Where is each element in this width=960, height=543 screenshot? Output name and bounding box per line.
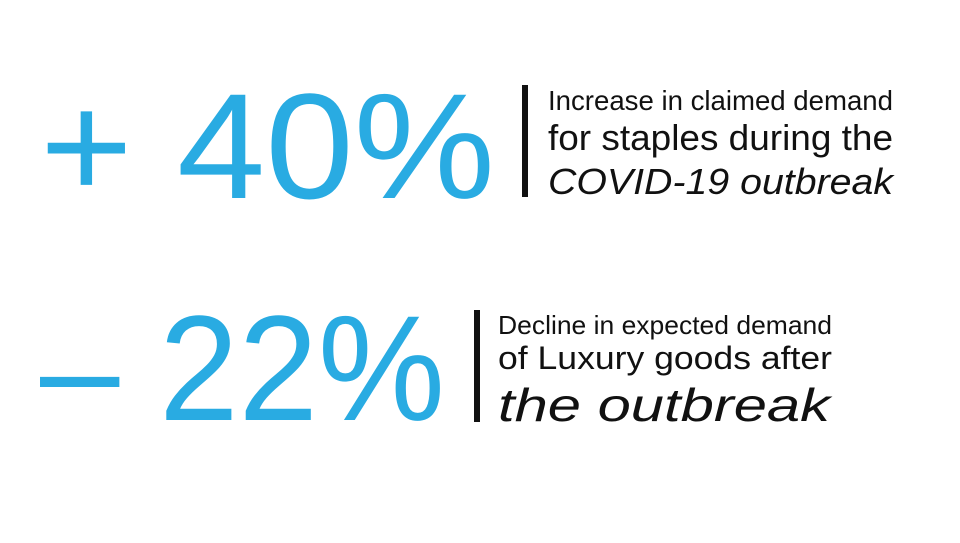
stat-description: COVID-19 outbreak — [548, 161, 895, 202]
divider — [474, 310, 480, 422]
stat-description: Decline in expected demand — [498, 310, 832, 340]
stat-figure: + 40% — [40, 62, 495, 230]
stat-description: Increase in claimed demand — [548, 85, 893, 116]
stat-figure: – 22% — [40, 284, 445, 452]
stat-description: of Luxury goods after — [498, 340, 832, 376]
divider — [522, 85, 528, 197]
stat-description: for staples during the — [548, 117, 893, 158]
stat-description: the outbreak — [498, 379, 833, 431]
